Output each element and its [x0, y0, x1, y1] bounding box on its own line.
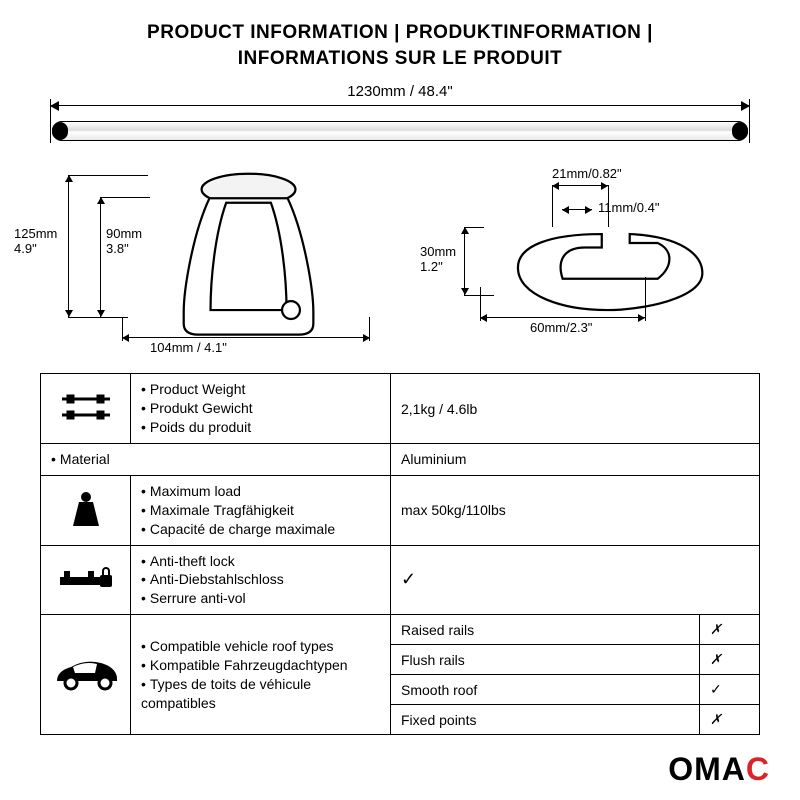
weight-value: 2,1kg / 4.6lb [391, 374, 760, 444]
crossbar-icon [52, 121, 748, 141]
brand-black: OMA [668, 751, 746, 787]
profile-diagram: 21mm/0.82" 11mm/0.4" 30mm 1.2" 60mm/2.3" [420, 167, 750, 357]
table-row: Compatible vehicle roof types Kompatible… [41, 615, 760, 645]
roof-flush-val: ✗ [700, 645, 760, 675]
load-value: max 50kg/110lbs [391, 475, 760, 545]
weight-labels: Product Weight Produkt Gewicht Poids du … [131, 374, 391, 444]
bar-length-label: 1230mm / 48.4" [50, 83, 750, 100]
material-value: Aluminium [391, 443, 760, 475]
title-line1: PRODUCT INFORMATION | PRODUKTINFORMATION… [147, 22, 653, 43]
weight-icon [41, 475, 131, 545]
table-row: Material Aluminium [41, 443, 760, 475]
table-row: Product Weight Produkt Gewicht Poids du … [41, 374, 760, 444]
lock-labels: Anti-theft lock Anti-Diebstahlschloss Se… [131, 545, 391, 615]
profile-width: 60mm/2.3" [530, 321, 592, 336]
car-icon [41, 615, 131, 735]
page-title: PRODUCT INFORMATION | PRODUKTINFORMATION… [40, 20, 760, 71]
compat-labels: Compatible vehicle roof types Kompatible… [131, 615, 391, 735]
bar-length-diagram: 1230mm / 48.4" [50, 79, 750, 149]
roof-raised-val: ✗ [700, 615, 760, 645]
foot-height-outer: 125mm 4.9" [14, 227, 57, 257]
foot-diagram: 125mm 4.9" 90mm 3.8" 104mm / 4.1" [50, 167, 380, 357]
title-line2: INFORMATIONS SUR LE PRODUIT [238, 48, 563, 69]
material-label: Material [41, 443, 391, 475]
brand-logo: OMAC [668, 751, 770, 788]
profile-slot-inner: 11mm/0.4" [598, 201, 659, 216]
bars-icon [41, 374, 131, 444]
roof-smooth-label: Smooth roof [391, 675, 700, 705]
table-row: Maximum load Maximale Tragfähigkeit Capa… [41, 475, 760, 545]
roof-smooth-val: ✓ [700, 675, 760, 705]
lock-icon [41, 545, 131, 615]
roof-fixed-val: ✗ [700, 705, 760, 735]
foot-width: 104mm / 4.1" [150, 341, 227, 356]
brand-red: C [746, 751, 770, 787]
roof-flush-label: Flush rails [391, 645, 700, 675]
profile-height: 30mm 1.2" [420, 245, 456, 275]
spec-table: Product Weight Produkt Gewicht Poids du … [40, 373, 760, 735]
roof-fixed-label: Fixed points [391, 705, 700, 735]
table-row: Anti-theft lock Anti-Diebstahlschloss Se… [41, 545, 760, 615]
load-labels: Maximum load Maximale Tragfähigkeit Capa… [131, 475, 391, 545]
foot-height-inner: 90mm 3.8" [106, 227, 142, 257]
lock-value: ✓ [391, 545, 760, 615]
roof-raised-label: Raised rails [391, 615, 700, 645]
profile-slot-outer: 21mm/0.82" [552, 167, 622, 182]
